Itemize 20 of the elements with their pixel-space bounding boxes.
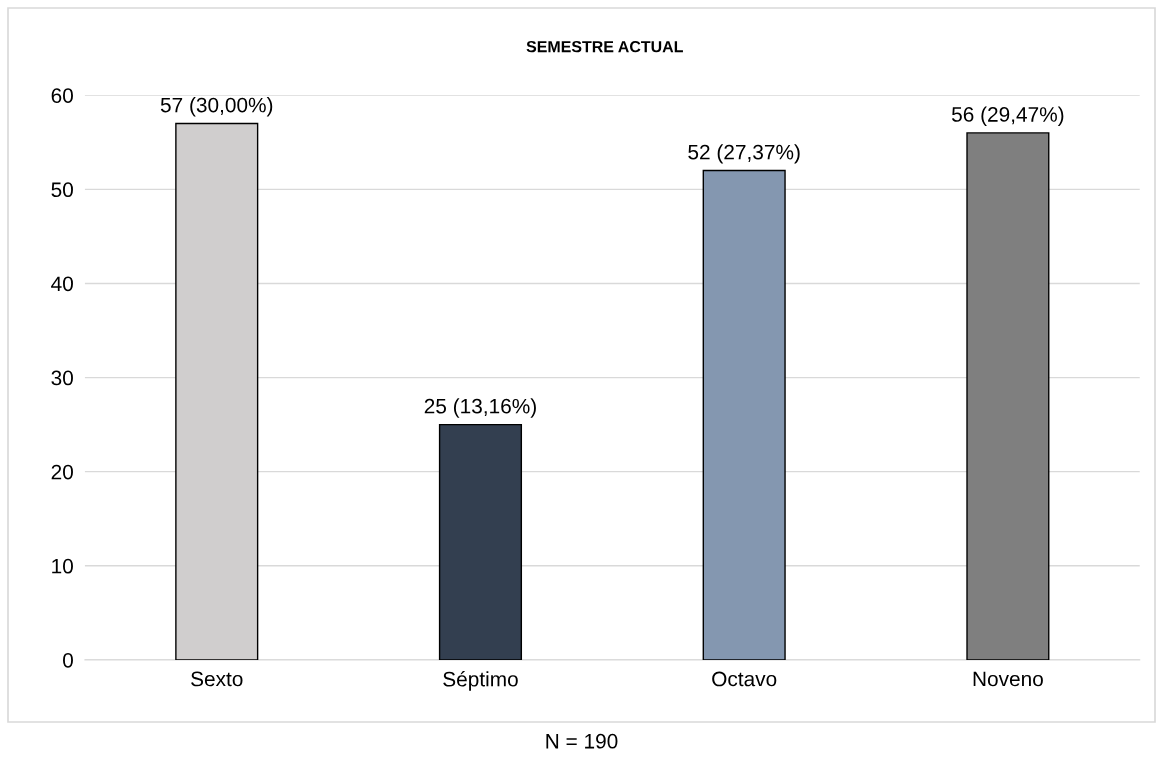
x-tick-label: Sexto — [191, 671, 243, 687]
x-tick-label: Octavo — [712, 671, 777, 687]
data-label: 56 (29,47%) — [951, 106, 1064, 126]
x-tick-label: Noveno — [973, 671, 1043, 687]
bar — [702, 169, 786, 660]
bar — [966, 132, 1050, 660]
data-label: 25 (13,16%) — [424, 398, 536, 418]
y-tick-label: 0 — [63, 652, 73, 668]
y-tick-label: 50 — [51, 182, 73, 198]
y-tick-label: 30 — [51, 370, 73, 386]
chart-title: SEMESTRE ACTUAL — [526, 40, 683, 53]
x-tick-label: Séptimo — [443, 671, 518, 691]
bar — [438, 423, 523, 660]
y-tick-label: 60 — [51, 88, 73, 103]
data-label: 52 (27,37%) — [688, 144, 800, 164]
y-tick-label: 10 — [52, 558, 73, 574]
y-tick-label: 40 — [51, 276, 73, 292]
text: N = 190 — [546, 733, 618, 749]
y-tick-label: 20 — [51, 464, 73, 480]
data-label: 57 (30,00%) — [160, 97, 273, 117]
